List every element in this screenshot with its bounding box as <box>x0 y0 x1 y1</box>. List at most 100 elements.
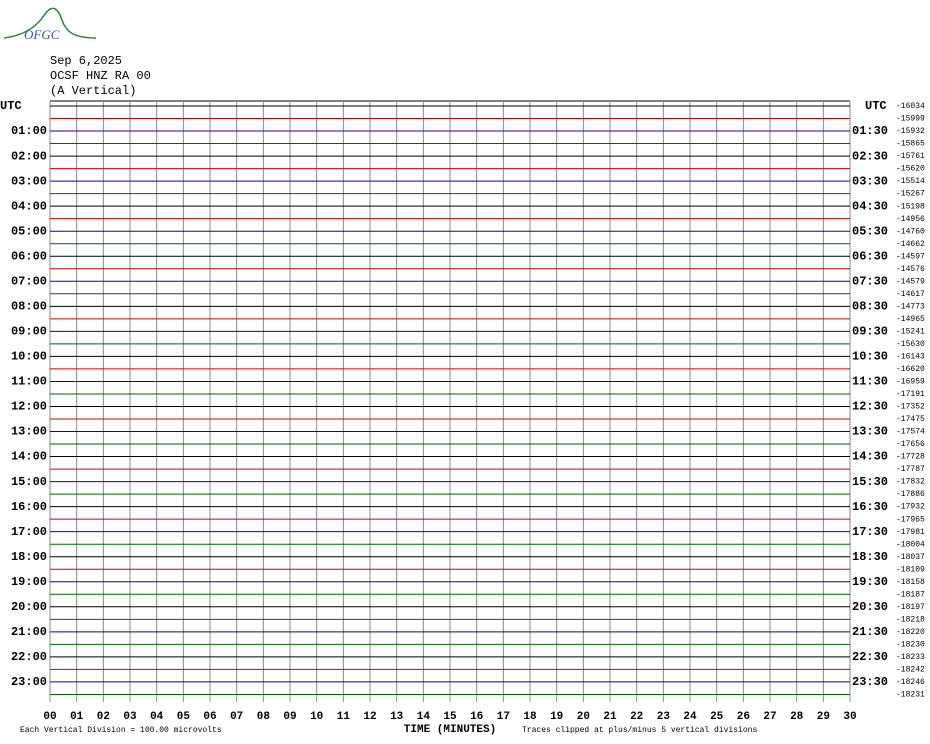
offset-label: -18158 <box>896 578 925 587</box>
clip-note: Traces clipped at plus/minus 5 vertical … <box>522 726 757 735</box>
offset-label: -15198 <box>896 202 925 211</box>
x-tick-label: 24 <box>683 711 697 723</box>
hour-label: 17:30 <box>852 525 888 539</box>
x-tick-label: 30 <box>843 711 856 723</box>
hour-label: 16:30 <box>852 500 888 514</box>
offset-label: -15932 <box>896 127 925 136</box>
x-tick-label: 23 <box>657 711 671 723</box>
offset-label: -17832 <box>896 478 925 487</box>
offset-label: -17574 <box>896 428 925 437</box>
x-tick-label: 10 <box>310 711 323 723</box>
logo-curve <box>3 7 97 39</box>
x-tick-label: 16 <box>470 711 483 723</box>
offset-label: -14576 <box>896 265 925 274</box>
hour-label: 17:00 <box>11 525 47 539</box>
date: Sep 6,2025 <box>50 54 122 68</box>
x-tick-label: 17 <box>497 711 510 723</box>
offset-label: -14760 <box>896 227 925 236</box>
hour-label: 10:00 <box>11 350 47 364</box>
x-tick-label: 18 <box>523 711 537 723</box>
offset-label: -17965 <box>896 515 925 524</box>
station: OCSF HNZ RA 00 <box>50 69 151 83</box>
offset-label: -17475 <box>896 415 925 424</box>
x-tick-label: 06 <box>203 711 216 723</box>
offset-label: -17728 <box>896 453 925 462</box>
hour-label: 07:00 <box>11 274 47 288</box>
hour-label: 23:30 <box>852 675 888 689</box>
x-tick-label: 25 <box>710 711 724 723</box>
component: (A Vertical) <box>50 84 136 98</box>
x-tick-label: 28 <box>790 711 804 723</box>
x-tick-label: 27 <box>763 711 776 723</box>
offset-label: -14965 <box>896 315 925 324</box>
offset-label: -18037 <box>896 553 925 562</box>
x-tick-label: 13 <box>390 711 404 723</box>
hour-label: 03:30 <box>852 174 888 188</box>
offset-label: -15761 <box>896 152 925 161</box>
x-tick-label: 19 <box>550 711 563 723</box>
offset-label: -18242 <box>896 666 925 675</box>
scale-note: Each Vertical Division = 100.00 microvol… <box>20 726 222 735</box>
x-axis-title: TIME (MINUTES) <box>404 724 496 736</box>
offset-label: -15241 <box>896 327 925 336</box>
offset-label: -18197 <box>896 603 925 612</box>
x-tick-label: 11 <box>337 711 351 723</box>
hour-label: 21:30 <box>852 625 888 639</box>
offset-label: -15999 <box>896 115 925 124</box>
x-tick-label: 05 <box>177 711 191 723</box>
offset-label: -14662 <box>896 240 925 249</box>
x-tick-label: 29 <box>817 711 830 723</box>
x-tick-label: 03 <box>123 711 137 723</box>
hour-label: 02:30 <box>852 149 888 163</box>
offset-label: -18246 <box>896 678 925 687</box>
x-tick-label: 08 <box>257 711 271 723</box>
hour-label: 01:00 <box>11 124 47 138</box>
offset-label: -18231 <box>896 691 925 700</box>
offset-label: -18109 <box>896 565 925 574</box>
offset-label: -17981 <box>896 528 925 537</box>
offset-label: -14579 <box>896 277 925 286</box>
x-tick-label: 01 <box>70 711 84 723</box>
x-tick-label: 26 <box>737 711 750 723</box>
offset-label: -17352 <box>896 403 925 412</box>
offset-label: -14617 <box>896 290 925 299</box>
hour-label: 08:00 <box>11 299 47 313</box>
hour-label: 06:00 <box>11 249 47 263</box>
x-tick-label: 00 <box>43 711 56 723</box>
hour-label: 22:30 <box>852 650 888 664</box>
hour-label: 13:30 <box>852 425 888 439</box>
hour-label: 02:00 <box>11 149 47 163</box>
hour-label: 12:30 <box>852 400 888 414</box>
hour-label: 15:00 <box>11 475 47 489</box>
hour-label: 14:30 <box>852 450 888 464</box>
x-tick-label: 09 <box>283 711 296 723</box>
hour-label: 03:00 <box>11 174 47 188</box>
hour-label: 11:30 <box>852 375 888 389</box>
x-tick-label: 12 <box>363 711 376 723</box>
offset-label: -18233 <box>896 653 925 662</box>
offset-label: -18004 <box>896 540 925 549</box>
hour-label: 12:00 <box>11 400 47 414</box>
offset-label: -16959 <box>896 378 925 387</box>
hour-label: 01:30 <box>852 124 888 138</box>
hour-label: 15:30 <box>852 475 888 489</box>
offset-label: -14597 <box>896 252 925 261</box>
hour-label: 04:30 <box>852 199 888 213</box>
x-tick-label: 04 <box>150 711 164 723</box>
hour-label: 18:30 <box>852 550 888 564</box>
offset-label: -17787 <box>896 465 925 474</box>
x-tick-label: 07 <box>230 711 243 723</box>
hour-label: 13:00 <box>11 425 47 439</box>
offset-label: -17886 <box>896 490 925 499</box>
hour-label: 21:00 <box>11 625 47 639</box>
hour-label: 14:00 <box>11 450 47 464</box>
offset-label: -14773 <box>896 302 925 311</box>
hour-label: 20:00 <box>11 600 47 614</box>
hour-label: 19:00 <box>11 575 47 589</box>
offset-label: -18187 <box>896 590 925 599</box>
hour-label: 20:30 <box>852 600 888 614</box>
offset-label: -16034 <box>896 102 925 111</box>
hour-label: 10:30 <box>852 350 888 364</box>
offset-label: -14956 <box>896 215 925 224</box>
